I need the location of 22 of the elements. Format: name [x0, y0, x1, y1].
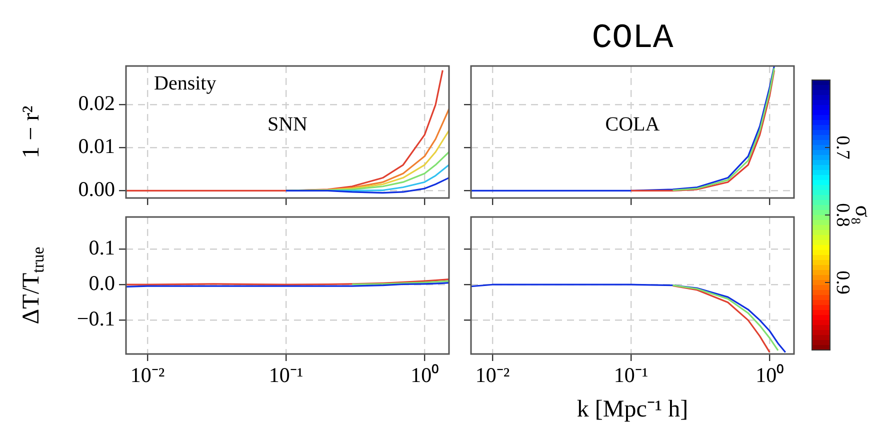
color-bar-label: 0.7 — [832, 136, 854, 160]
annotation: SNN — [267, 114, 308, 136]
y-axis-title: 1 − r² — [18, 106, 44, 158]
annotation: Density — [154, 72, 216, 94]
color-bar-label: 0.9 — [832, 270, 854, 294]
chart-title: COLA — [592, 20, 674, 58]
x-axis-title: k [Mpc⁻¹ h] — [576, 396, 688, 422]
y-tick-label: 0.0 — [88, 271, 115, 296]
color-bar-title: σ₈ — [851, 205, 876, 225]
annotation: COLA — [605, 114, 660, 136]
x-tick-label: 10⁻² — [475, 363, 510, 388]
x-tick-label: 10⁻¹ — [268, 363, 304, 388]
x-tick-label: 10⁰ — [410, 363, 439, 388]
y-tick-label: 0.02 — [78, 91, 115, 116]
y-tick-label: 0.1 — [88, 236, 115, 260]
x-tick-label: 10⁻¹ — [614, 363, 648, 388]
y-axis-title: ΔT/Ttrue — [18, 246, 48, 324]
x-tick-label: 10⁻² — [130, 363, 165, 388]
y-tick-label: 0.00 — [78, 177, 115, 202]
y-tick-label: 0.01 — [78, 134, 115, 158]
y-tick-label: −0.1 — [76, 306, 115, 331]
x-tick-label: 10⁰ — [756, 363, 784, 388]
